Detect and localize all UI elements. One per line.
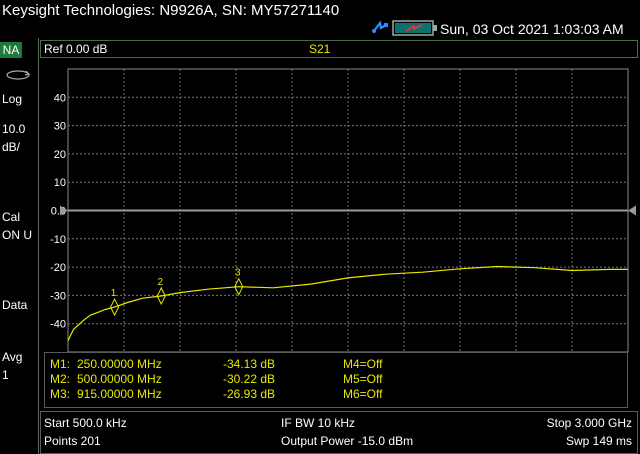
- marker-diamond: [110, 297, 120, 317]
- marker-diamond: [234, 277, 244, 296]
- marker-off[interactable]: M6=Off: [343, 387, 383, 401]
- trace-line: [67, 265, 628, 341]
- instrument-title: Keysight Technologies: N9926A, SN: MY572…: [2, 2, 340, 19]
- avg-value: 1: [2, 368, 9, 382]
- y-tick-label: -30: [50, 290, 66, 302]
- date-time-display: Sun, 03 Oct 2021 1:03:03 AM: [440, 21, 624, 37]
- marker-name[interactable]: M1:: [50, 357, 71, 371]
- measurement-label[interactable]: S21: [309, 42, 331, 56]
- output-power[interactable]: Output Power -15.0 dBm: [281, 434, 414, 448]
- reference-line: [60, 205, 636, 216]
- marker-value: -30.22 dB: [223, 372, 276, 386]
- marker-frequency: 500.00000 MHz: [77, 372, 162, 386]
- y-tick-label: 40: [54, 92, 66, 104]
- marker-frequency: 915.00000 MHz: [77, 387, 162, 401]
- scale-value[interactable]: 10.0: [2, 122, 26, 136]
- reference-arrow-left: [60, 205, 68, 216]
- sweep-icon: [6, 70, 31, 80]
- scale-unit: dB/: [2, 140, 21, 154]
- cal-state: ON U: [2, 228, 32, 242]
- marker-value: -34.13 dB: [223, 357, 276, 371]
- display-frame: [38, 38, 640, 454]
- usb-icon: [372, 20, 388, 33]
- reference-level[interactable]: Ref 0.00 dB: [44, 42, 108, 56]
- marker-frequency: 250.00000 MHz: [77, 357, 162, 371]
- trace-header-strip: [40, 40, 638, 58]
- marker-label: 1: [111, 288, 117, 299]
- sweep-time[interactable]: Swp 149 ms: [565, 434, 632, 448]
- y-tick-label: 30: [54, 121, 66, 133]
- data-label[interactable]: Data: [2, 298, 28, 312]
- trace-markers: 1 2 3: [110, 268, 244, 317]
- marker-label: 3: [235, 268, 241, 279]
- if-bandwidth[interactable]: IF BW 10 kHz: [281, 416, 356, 430]
- start-frequency[interactable]: Start 500.0 kHz: [44, 416, 127, 430]
- battery-icon: [392, 20, 437, 36]
- marker-value: -26.93 dB: [223, 387, 276, 401]
- marker-off[interactable]: M5=Off: [343, 372, 383, 386]
- marker-table: [44, 352, 628, 408]
- format-label[interactable]: Log: [2, 92, 23, 106]
- points-count[interactable]: Points 201: [44, 434, 101, 448]
- avg-label[interactable]: Avg: [2, 350, 23, 364]
- marker-diamond: [156, 286, 166, 306]
- y-tick-label: 10: [54, 177, 66, 189]
- marker-label: 2: [157, 277, 163, 288]
- y-tick-label: -40: [50, 319, 66, 331]
- y-tick-label: 20: [54, 149, 66, 161]
- marker-name[interactable]: M2:: [50, 372, 71, 386]
- stop-frequency[interactable]: Stop 3.000 GHz: [546, 416, 632, 430]
- reference-arrow-right: [628, 205, 636, 216]
- y-tick-label: -10: [50, 234, 66, 246]
- marker-name[interactable]: M3:: [50, 387, 71, 401]
- y-tick-label: -20: [50, 262, 66, 274]
- mode-badge[interactable]: NA: [0, 42, 22, 58]
- cal-label[interactable]: Cal: [2, 210, 21, 224]
- marker-off[interactable]: M4=Off: [343, 357, 383, 371]
